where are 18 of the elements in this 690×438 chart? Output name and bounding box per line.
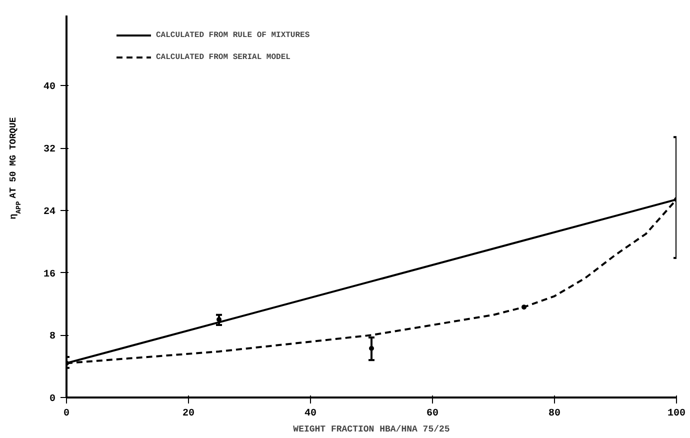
y-tick-label: 8 [50, 332, 56, 343]
y-tick-label: 16 [44, 269, 56, 280]
x-tick-label: 60 [426, 408, 439, 420]
legend-label: CALCULATED FROM SERIAL MODEL [156, 52, 290, 62]
y-tick-label: 40 [44, 82, 56, 94]
x-tick-label: 0 [64, 408, 70, 420]
x-tick-label: 80 [548, 408, 561, 420]
legend-label: CALCULATED FROM RULE OF MIXTURES [156, 30, 310, 40]
point [216, 317, 222, 322]
y-tick-label: 32 [44, 144, 56, 156]
point [369, 346, 374, 351]
x-tick-label: 100 [668, 408, 686, 420]
y-tick-label: 24 [44, 206, 56, 218]
x-tick-label: 20 [182, 408, 195, 420]
x-axis-title: WEIGHT FRACTION HBA/HNA 75/25 [293, 424, 450, 434]
y-tick-label: 0 [50, 394, 56, 405]
point [522, 304, 526, 310]
x-tick-label: 40 [304, 408, 317, 420]
